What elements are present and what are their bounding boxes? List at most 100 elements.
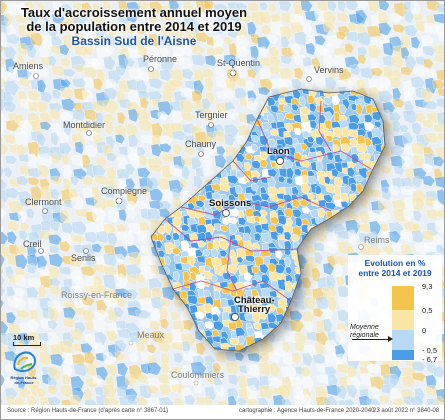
faded-commune-cell [146,176,161,192]
faded-commune-cell [190,44,206,56]
basin-commune-cell [244,313,255,322]
basin-commune-cell [252,304,263,314]
faded-commune-cell [390,54,406,70]
faded-commune-cell [102,98,120,115]
faded-commune-cell [322,20,336,34]
town-dot-reims [358,244,364,250]
faded-commune-cell [1,122,6,135]
faded-commune-cell [268,64,282,76]
faded-commune-cell [69,328,85,342]
place-label-senlis: Senlis [71,253,96,263]
basin-commune-cell [187,294,200,305]
faded-commune-cell [16,2,28,17]
basin-commune-cell [195,200,206,208]
legend-regional-mean-note: Moyenne régionale [350,324,390,340]
faded-commune-cell [62,68,77,78]
faded-commune-cell [3,100,17,114]
basin-commune-cell [283,248,292,257]
faded-commune-cell [201,97,212,112]
faded-commune-cell [436,131,444,142]
basin-commune-cell [236,256,244,264]
faded-commune-cell [50,152,61,166]
faded-commune-cell [195,341,207,357]
scale-bar-line [13,342,41,346]
faded-commune-cell [139,97,150,110]
basin-commune-cell [172,232,181,242]
faded-commune-cell [60,87,76,100]
faded-commune-cell [410,76,426,90]
faded-commune-cell [125,177,136,193]
town-dot-senlis [83,248,89,254]
faded-commune-cell [49,188,61,201]
faded-commune-cell [356,1,370,10]
faded-commune-cell [4,376,14,388]
faded-commune-cell [257,86,271,96]
faded-commune-cell [411,121,423,136]
faded-commune-cell [314,76,327,89]
basin-commune-cell [355,183,364,195]
basin-commune-cell [188,281,197,293]
basin-commune-cell [251,143,259,152]
faded-commune-cell [25,197,39,209]
basin-commune-cell [163,223,173,235]
faded-commune-cell [346,383,359,399]
faded-commune-cell [14,297,27,312]
basin-commune-cell [333,111,341,123]
town-markers [33,66,364,386]
faded-commune-cell [136,44,149,58]
faded-commune-cell [201,152,213,170]
faded-commune-cell [214,24,226,35]
faded-commune-cell [246,1,261,13]
region-logo-text: Région Hauts-de-France [10,375,38,385]
basin-commune-cell [340,200,350,209]
faded-commune-cell [81,89,94,104]
faded-commune-cell [436,88,444,97]
faded-commune-cell [314,34,327,47]
faded-commune-cell [249,45,261,61]
legend-arrow-line [352,339,390,340]
basin-commune-cell [252,311,261,324]
faded-commune-cell [214,154,227,169]
faded-commune-cell [39,66,50,79]
faded-commune-cell [127,133,140,150]
faded-commune-cell [39,121,52,131]
footer-credit: cartographie : Agence Hauts-de-France 20… [239,408,375,414]
faded-commune-cell [367,386,382,402]
basin-commune-cell [212,238,221,251]
faded-commune-cell [256,35,272,50]
faded-commune-cell [312,242,327,253]
faded-commune-cell [25,23,39,36]
basin-commune-cell [317,207,326,219]
basin-commune-cell [259,263,270,275]
faded-commune-cell [94,309,109,321]
faded-commune-cell [159,47,171,58]
basin-commune-cell [346,166,356,178]
faded-commune-cell [124,9,140,24]
faded-commune-cell [60,57,71,68]
basin-commune-cell [261,122,272,131]
faded-commune-cell [267,377,284,388]
faded-commune-cell [148,32,161,48]
faded-commune-cell [91,206,107,224]
faded-commune-cell [258,1,269,12]
faded-commune-cell [327,295,338,313]
faded-commune-cell [129,353,140,363]
faded-commune-cell [104,43,116,55]
faded-commune-cell [91,12,106,26]
faded-commune-cell [377,89,394,104]
faded-commune-cell [59,285,73,300]
faded-commune-cell [203,108,216,124]
basin-commune-cell [373,120,382,129]
faded-commune-cell [435,377,444,392]
faded-commune-cell [425,208,440,221]
place-label-reims: Reims [364,235,390,245]
basin-commune-cell [268,224,278,233]
faded-commune-cell [114,350,126,363]
basin-commune-cell [227,174,240,185]
faded-commune-cell [136,167,151,179]
faded-commune-cell [18,76,32,88]
faded-commune-cell [14,274,28,288]
faded-commune-cell [403,24,419,38]
faded-commune-cell [388,111,402,123]
faded-commune-cell [436,209,444,219]
